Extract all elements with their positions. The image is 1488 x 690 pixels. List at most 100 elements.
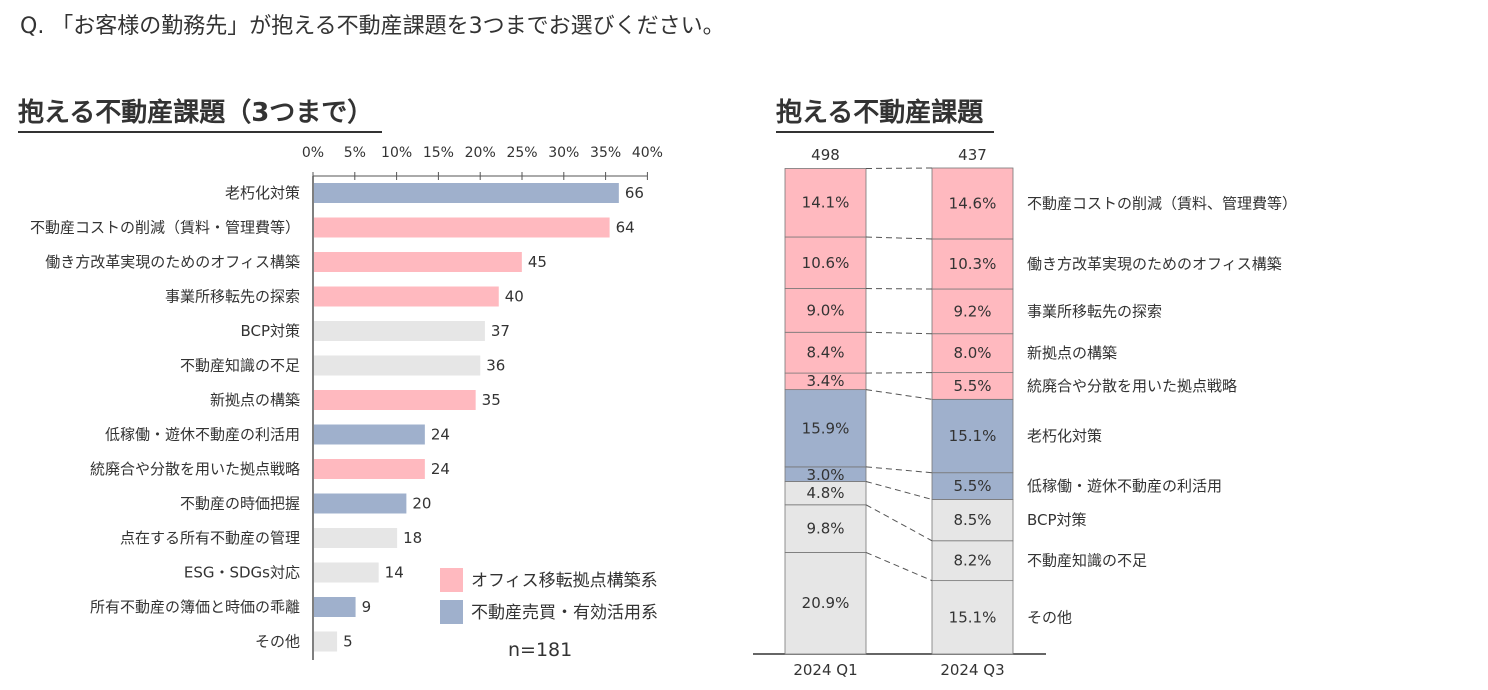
stack-segment: [931, 167, 1014, 240]
legend-label: 不動産売買・有効活用系: [471, 603, 658, 623]
category-label: 老朽化対策: [225, 184, 300, 202]
category-label: 低稼働・遊休不動産の利活用: [105, 426, 300, 444]
connector-line: [865, 480, 933, 500]
data-label: 14: [385, 564, 404, 582]
segment-name-label: 老朽化対策: [1027, 427, 1102, 445]
column-total-label: 437: [958, 146, 987, 164]
stack-segment: [784, 504, 867, 553]
connector-line: [865, 389, 933, 400]
data-label: 9: [362, 598, 372, 616]
stack-segment: [784, 288, 867, 333]
bar: [314, 183, 619, 203]
bar: [314, 424, 425, 445]
segment-value-label: 9.8%: [806, 520, 844, 538]
segment-value-label: 8.2%: [953, 552, 991, 570]
x-category-label: 2024 Q1: [793, 661, 857, 679]
bar: [314, 459, 425, 479]
question-text: Q. 「お客様の勤務先」が抱える不動産課題を3つまでお選びください。: [20, 14, 725, 39]
bar: [314, 217, 610, 238]
segment-value-label: 5.5%: [953, 377, 991, 395]
category-label: 事業所移転先の探索: [165, 288, 300, 306]
segment-value-label: 8.0%: [953, 344, 991, 362]
segment-name-label: その他: [1027, 608, 1072, 626]
bar: [314, 355, 481, 376]
connector-line: [865, 331, 933, 335]
legend-swatch: [440, 600, 463, 624]
bar: [314, 252, 522, 272]
stack-segment: [931, 238, 1014, 290]
category-label: 新拠点の構築: [210, 391, 300, 409]
category-label: 働き方改革実現のためのオフィス構築: [45, 253, 300, 271]
category-label: 所有不動産の簿価と時価の乖離: [90, 598, 300, 616]
segment-name-label: 統廃合や分散を用いた拠点戦略: [1027, 377, 1237, 395]
segment-name-label: 不動産コストの削減（賃料、管理費等）: [1027, 194, 1297, 212]
segment-name-label: 不動産知識の不足: [1027, 552, 1147, 570]
stack-segment: [931, 472, 1014, 500]
stack-segment: [931, 398, 1014, 474]
segment-value-label: 15.1%: [949, 608, 997, 626]
x-tick-label: 10%: [381, 145, 412, 161]
stack-segment: [784, 168, 867, 238]
data-label: 66: [625, 184, 644, 202]
data-label: 40: [505, 288, 524, 306]
category-label: その他: [255, 633, 300, 651]
segment-value-label: 14.1%: [802, 194, 850, 212]
segment-name-label: 事業所移転先の探索: [1027, 302, 1162, 320]
data-label: 20: [412, 495, 431, 513]
segment-value-label: 5.5%: [953, 477, 991, 495]
category-label: 統廃合や分散を用いた拠点戦略: [90, 460, 300, 478]
column-total-label: 498: [811, 146, 840, 164]
stack-segment: [784, 552, 867, 655]
category-label: 不動産の時価把握: [180, 495, 300, 513]
x-category-label: 2024 Q3: [940, 661, 1004, 679]
connector-line: [865, 504, 933, 542]
data-label: 5: [343, 633, 353, 651]
bar: [314, 390, 476, 410]
stack-segment: [784, 389, 867, 468]
right-chart-title: 抱える不動産課題: [776, 92, 994, 133]
stack-segment: [931, 372, 1014, 400]
x-tick-label: 25%: [506, 145, 537, 161]
segment-value-label: 20.9%: [802, 594, 850, 612]
x-tick-label: 35%: [590, 145, 621, 161]
segment-value-label: 10.3%: [949, 255, 997, 273]
bar: [314, 597, 356, 617]
data-label: 24: [431, 460, 450, 478]
bar: [314, 631, 338, 652]
data-label: 24: [431, 426, 450, 444]
x-tick-label: 30%: [548, 145, 579, 161]
bar: [314, 528, 398, 548]
category-label: 不動産知識の不足: [180, 357, 300, 375]
connector-line: [865, 551, 933, 582]
bar: [314, 562, 379, 583]
data-label: 35: [482, 391, 501, 409]
legend-label: オフィス移転拠点構築系: [471, 571, 658, 591]
data-label: 36: [486, 357, 505, 375]
stack-segment: [931, 288, 1014, 335]
stack-segment: [931, 580, 1014, 655]
x-tick-label: 5%: [344, 145, 366, 161]
bar: [314, 493, 407, 514]
segment-value-label: 15.1%: [949, 427, 997, 445]
segment-value-label: 15.9%: [802, 419, 850, 437]
data-label: 18: [403, 529, 422, 547]
segment-value-label: 9.0%: [806, 301, 844, 319]
segment-value-label: 8.4%: [806, 344, 844, 362]
legend-swatch: [440, 568, 463, 592]
category-label: 点在する所有不動産の管理: [120, 529, 300, 547]
left-chart-title: 抱える不動産課題（3つまで）: [18, 92, 382, 133]
segment-name-label: BCP対策: [1027, 511, 1087, 529]
segment-value-label: 8.5%: [953, 511, 991, 529]
data-label: 45: [528, 253, 547, 271]
segment-name-label: 低稼働・遊休不動産の利活用: [1027, 477, 1222, 495]
category-label: BCP対策: [240, 322, 300, 340]
segment-name-label: 新拠点の構築: [1027, 344, 1117, 362]
stack-segment: [784, 331, 867, 374]
x-tick-label: 15%: [423, 145, 454, 161]
data-label: 64: [616, 219, 635, 237]
connector-line: [865, 466, 933, 474]
segment-value-label: 3.0%: [806, 466, 844, 484]
stack-segment: [931, 540, 1014, 582]
segment-value-label: 3.4%: [806, 372, 844, 390]
connector-line: [865, 236, 933, 240]
